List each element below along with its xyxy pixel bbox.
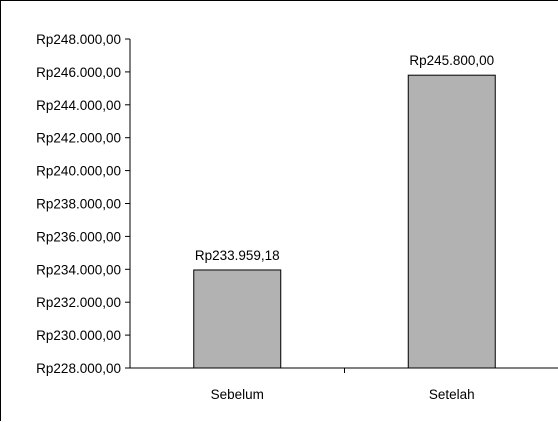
y-tick-label: Rp230.000,00 bbox=[36, 328, 121, 343]
data-label: Rp245.800,00 bbox=[409, 53, 494, 68]
x-category-label: Setelah bbox=[429, 387, 475, 402]
y-tick-label: Rp234.000,00 bbox=[36, 262, 121, 277]
y-tick-label: Rp246.000,00 bbox=[36, 65, 121, 80]
y-tick-label: Rp240.000,00 bbox=[36, 164, 121, 179]
y-tick-label: Rp232.000,00 bbox=[36, 295, 121, 310]
y-tick-label: Rp248.000,00 bbox=[36, 32, 121, 47]
y-tick-label: Rp244.000,00 bbox=[36, 98, 121, 113]
x-category-label: Sebelum bbox=[211, 387, 264, 402]
bar-sebelum bbox=[193, 269, 282, 369]
labels: Rp248.000,00 Rp246.000,00 Rp244.000,00 Rp24… bbox=[36, 32, 494, 402]
y-tick-label: Rp238.000,00 bbox=[36, 197, 121, 212]
y-tick-label: Rp228.000,00 bbox=[36, 361, 121, 376]
bars bbox=[193, 74, 496, 369]
y-tick-label: Rp242.000,00 bbox=[36, 131, 121, 146]
bar-setelah bbox=[407, 74, 496, 369]
y-tick-label: Rp236.000,00 bbox=[36, 229, 121, 244]
data-label: Rp233.959,18 bbox=[195, 248, 280, 263]
